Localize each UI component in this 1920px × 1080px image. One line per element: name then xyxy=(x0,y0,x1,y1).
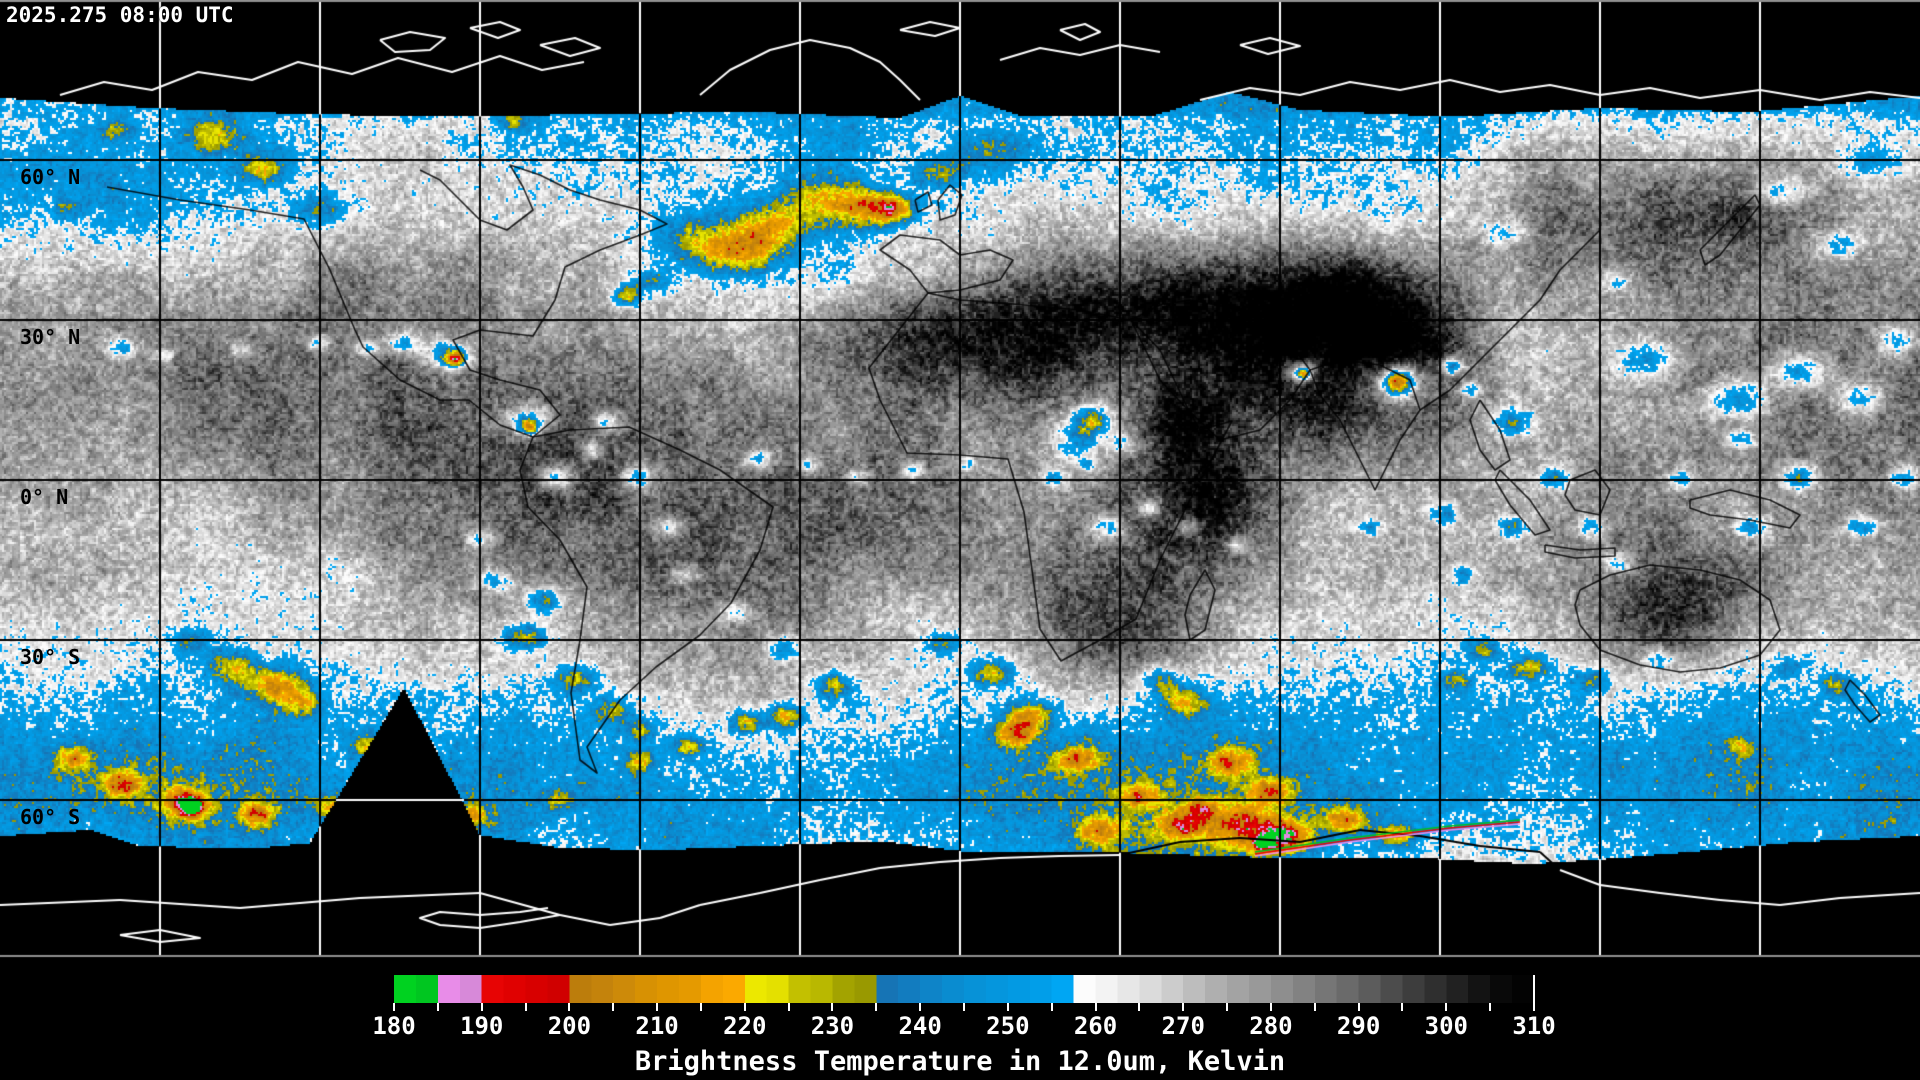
colorbar-tick-label: 260 xyxy=(1073,1012,1118,1040)
colorbar-tick xyxy=(656,1003,659,1011)
colorbar-tick-label: 300 xyxy=(1424,1012,1468,1040)
latitude-label: 0° N xyxy=(20,485,69,509)
colorbar-gradient xyxy=(394,975,1534,1003)
colorbar-tick xyxy=(436,1003,439,1011)
colorbar-tick xyxy=(875,1003,878,1011)
colorbar-tick xyxy=(568,1003,571,1011)
latitude-label: 60° S xyxy=(20,805,81,829)
colorbar-tick-label: 290 xyxy=(1336,1012,1381,1040)
colorbar-tick-label: 280 xyxy=(1249,1012,1293,1040)
colorbar-tick xyxy=(1269,1003,1272,1011)
colorbar-tick-label: 200 xyxy=(547,1012,592,1040)
colorbar-tick xyxy=(1445,1003,1448,1011)
latitude-label: 30° S xyxy=(20,645,81,669)
colorbar-tick xyxy=(612,1003,615,1011)
latitude-label: 60° N xyxy=(20,165,81,189)
colorbar-title: Brightness Temperature in 12.0um, Kelvin xyxy=(634,1046,1286,1077)
colorbar-tick-label: 230 xyxy=(810,1012,855,1040)
colorbar-tick xyxy=(1357,1003,1360,1011)
colorbar-tick xyxy=(831,1003,834,1011)
colorbar-tick-label: 310 xyxy=(1512,1012,1556,1040)
colorbar-tick xyxy=(1182,1003,1185,1011)
colorbar-tick xyxy=(1050,1003,1053,1011)
colorbar-tick xyxy=(393,1003,395,1011)
colorbar-tick-label: 190 xyxy=(460,1012,504,1040)
colorbar-tick xyxy=(963,1003,965,1011)
colorbar-tick xyxy=(743,1003,746,1011)
colorbar-tick-label: 240 xyxy=(898,1012,942,1040)
colorbar-tick xyxy=(699,1003,702,1011)
colorbar-tick-label: 180 xyxy=(372,1012,416,1040)
colorbar-tick xyxy=(524,1003,527,1011)
colorbar-tick-label: 250 xyxy=(986,1012,1030,1040)
colorbar-tick xyxy=(1006,1003,1009,1011)
colorbar-tick xyxy=(480,1003,483,1011)
colorbar-tick-label: 270 xyxy=(1161,1012,1205,1040)
latitude-label: 30° N xyxy=(20,325,81,349)
world-map-canvas xyxy=(0,0,1920,960)
colorbar-tick xyxy=(1094,1003,1097,1011)
colorbar-tick xyxy=(787,1003,790,1011)
colorbar-tick xyxy=(1401,1003,1404,1011)
colorbar-tick-label: 220 xyxy=(723,1012,767,1040)
colorbar-tick xyxy=(1138,1003,1141,1011)
colorbar-tick xyxy=(1489,1003,1492,1011)
colorbar-tick xyxy=(919,1003,922,1011)
colorbar-tick xyxy=(1533,975,1535,1011)
colorbar-tick xyxy=(1313,1003,1316,1011)
colorbar-tick xyxy=(1226,1003,1229,1011)
colorbar-tick-label: 210 xyxy=(635,1012,679,1040)
